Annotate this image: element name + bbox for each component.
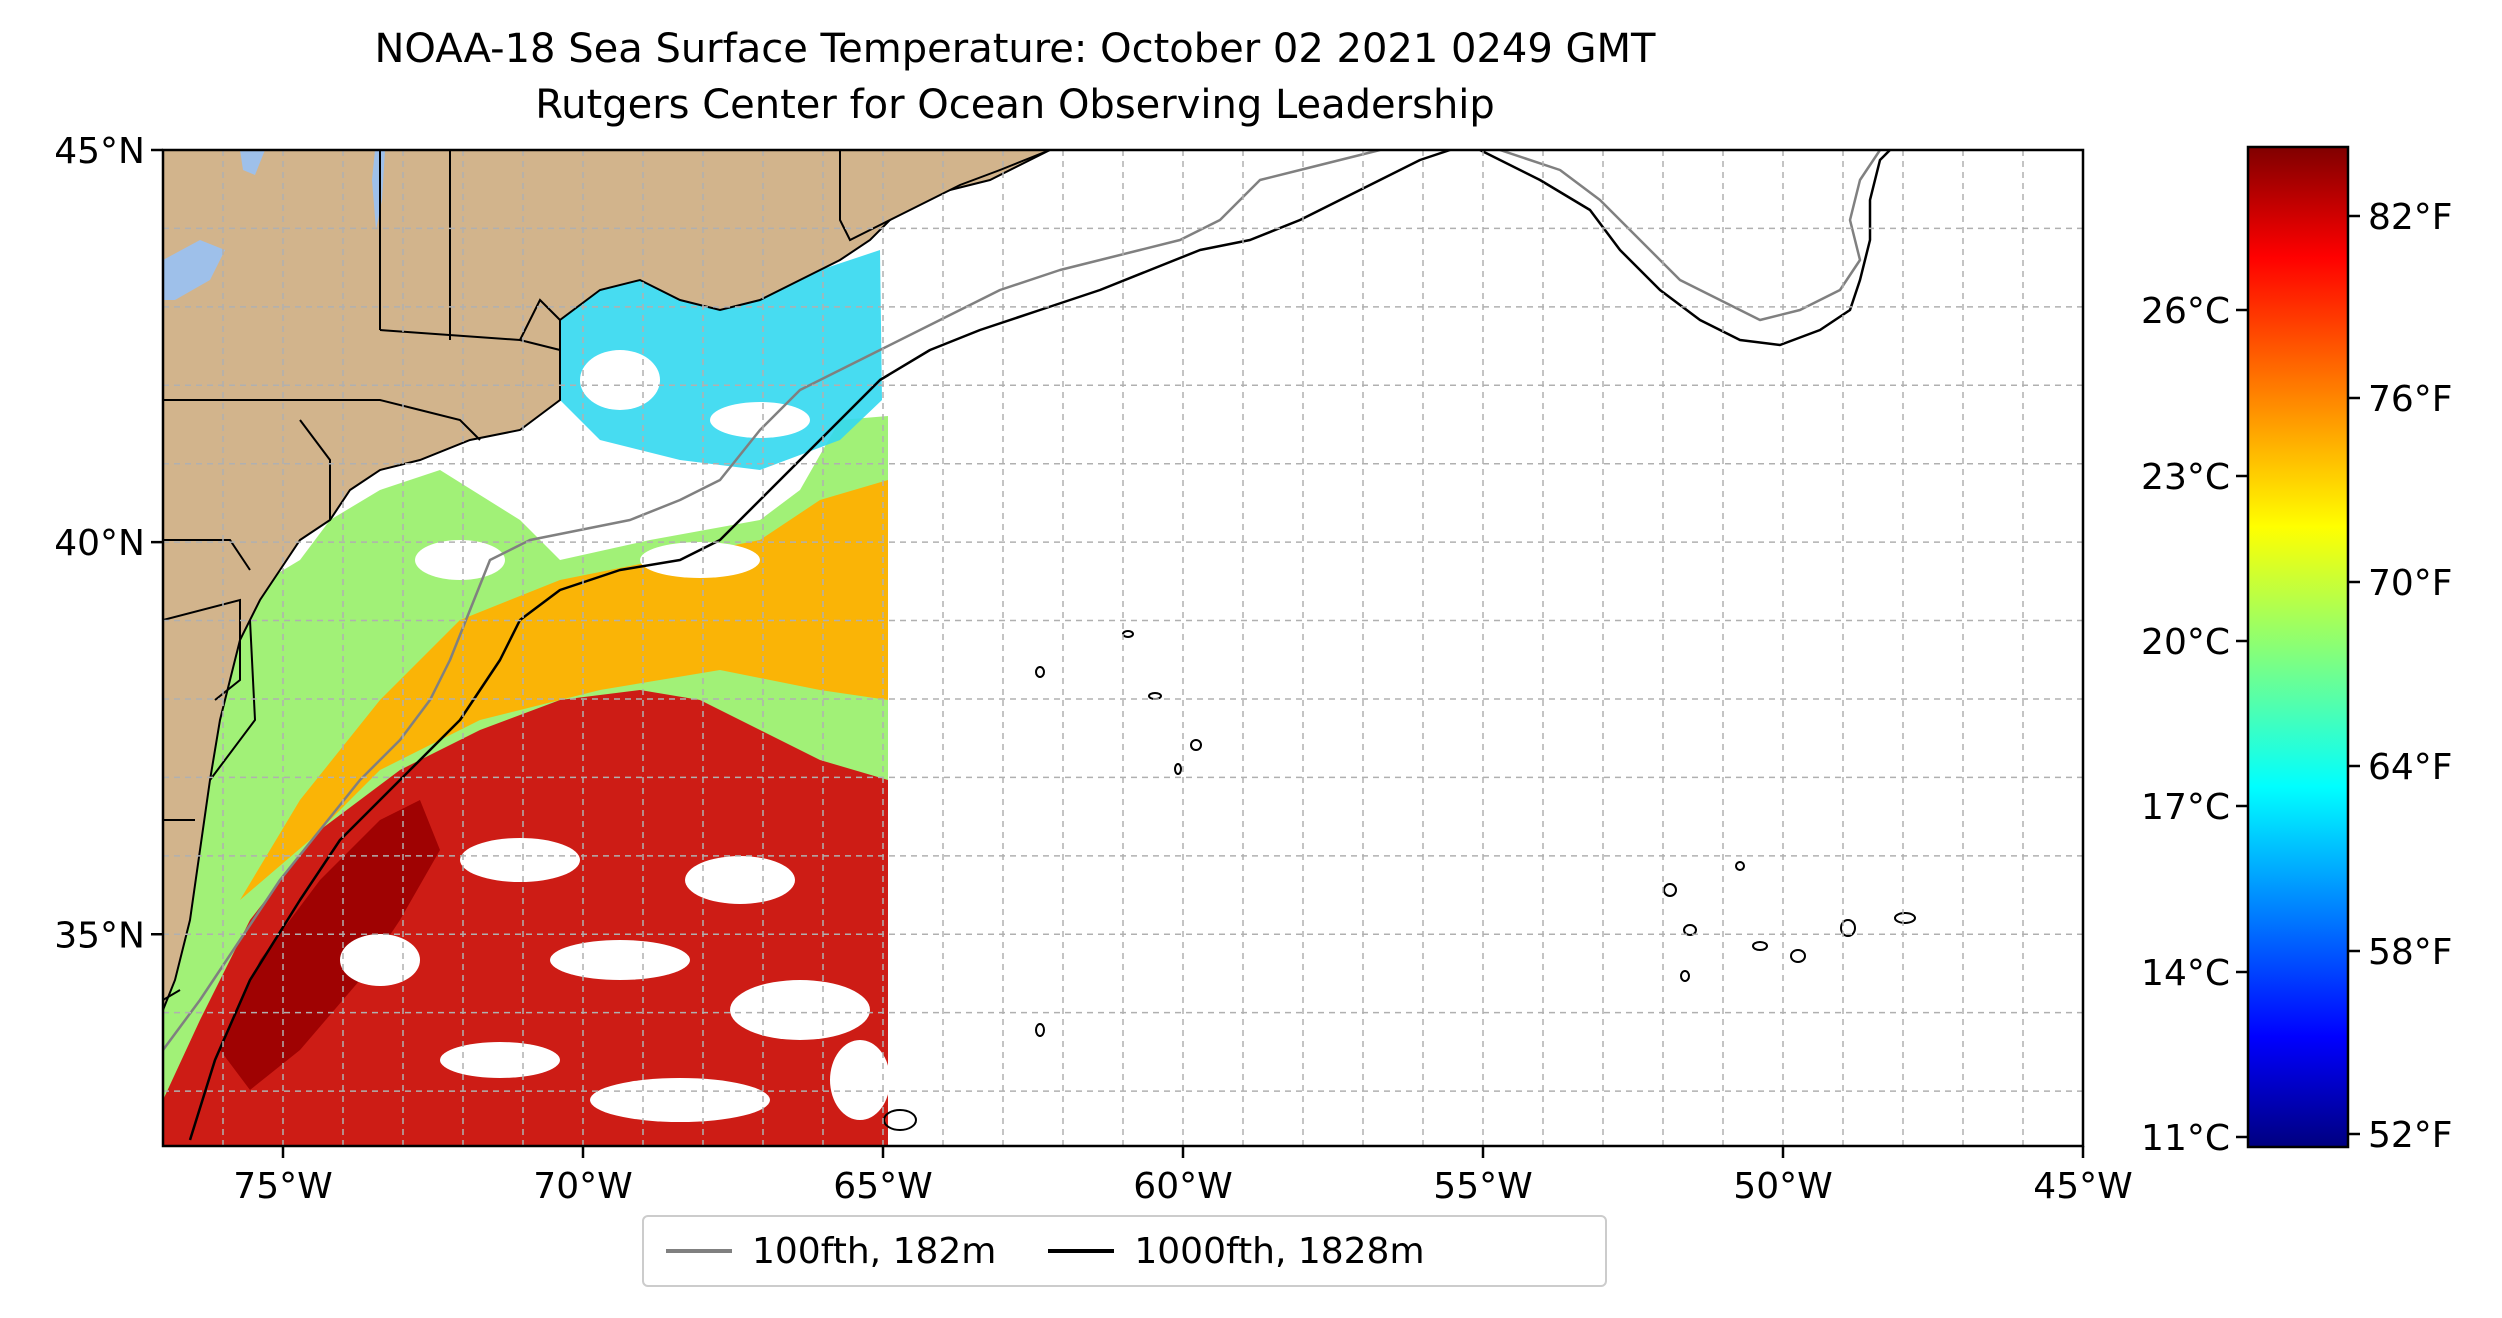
lakes <box>163 150 385 300</box>
seamounts <box>883 630 1916 1131</box>
legend-label-100fth: 100fth, 182m <box>752 1230 997 1272</box>
contour-1000fth <box>188 150 1451 1141</box>
colorbar-fahrenheit-label: 76°F <box>2368 379 2453 420</box>
sst-swath-gulfstream <box>163 690 888 1146</box>
legend-item-1000fth: 1000fth, 1828m <box>1048 1230 1425 1272</box>
legend-swatch-1000fth <box>1048 1249 1115 1253</box>
x-tick-label: 65°W <box>833 1166 932 1207</box>
colorbar-fahrenheit-label: 52°F <box>2368 1115 2453 1156</box>
colorbar-celsius-label: 23°C <box>2141 457 2230 498</box>
colorbar-fahrenheit-label: 82°F <box>2368 197 2453 238</box>
colorbar-celsius-label: 11°C <box>2141 1118 2230 1159</box>
colorbar-ticks: 26°C 23°C 20°C 17°C 14°C 11°C 82°F 76°F 70°F 64°F… <box>2141 197 2452 1159</box>
bathymetry-contours <box>163 150 1916 1141</box>
x-tick-label: 75°W <box>233 1166 332 1207</box>
y-tick-label: 35°N <box>54 915 145 956</box>
figure-subtitle: Rutgers Center for Ocean Observing Leade… <box>535 82 1495 128</box>
colorbar-fahrenheit-label: 58°F <box>2368 932 2453 973</box>
sst-gulfstream-core <box>220 800 440 1090</box>
longitude-axis: 75°W 70°W 65°W 60°W 55°W 50°W 45°W <box>233 1146 2133 1207</box>
colorbar-celsius-label: 26°C <box>2141 291 2230 332</box>
colorbar <box>2246 145 2350 1149</box>
land-mass <box>163 150 1051 1011</box>
legend-label-1000fth: 1000fth, 1828m <box>1134 1230 1425 1272</box>
legend-item-100fth: 100fth, 182m <box>666 1231 996 1272</box>
sst-cloud-gaps <box>340 350 890 1122</box>
colorbar-celsius-label: 20°C <box>2141 622 2230 663</box>
contour-100fth-east <box>1499 150 1882 322</box>
legend-swatch-100fth <box>666 1249 732 1253</box>
latitude-axis: 45°N 40°N 35°N <box>54 131 163 956</box>
x-tick-label: 70°W <box>533 1166 632 1207</box>
contour-100fth <box>163 150 1381 1051</box>
colorbar-fahrenheit-label: 70°F <box>2368 563 2453 604</box>
colorbar-celsius-label: 14°C <box>2141 953 2230 994</box>
x-tick-label: 50°W <box>1733 1166 1832 1207</box>
state-borders <box>163 150 561 1001</box>
sst-swath-slope <box>240 480 888 900</box>
colorbar-celsius-label: 17°C <box>2141 787 2230 828</box>
y-tick-label: 40°N <box>54 523 145 564</box>
contour-1000fth-east <box>1479 150 1891 347</box>
map-gridlines <box>163 150 2083 1146</box>
y-tick-label: 45°N <box>54 131 145 172</box>
map-frame <box>161 148 2085 1148</box>
figure-title: NOAA-18 Sea Surface Temperature: October… <box>374 26 1656 72</box>
x-tick-label: 45°W <box>2033 1166 2132 1207</box>
x-tick-label: 55°W <box>1433 1166 1532 1207</box>
x-tick-label: 60°W <box>1133 1166 1232 1207</box>
contour-legend: 100fth, 182m 1000fth, 1828m <box>642 1215 1607 1287</box>
maine-coast <box>839 150 1051 242</box>
colorbar-fahrenheit-label: 64°F <box>2368 747 2453 788</box>
